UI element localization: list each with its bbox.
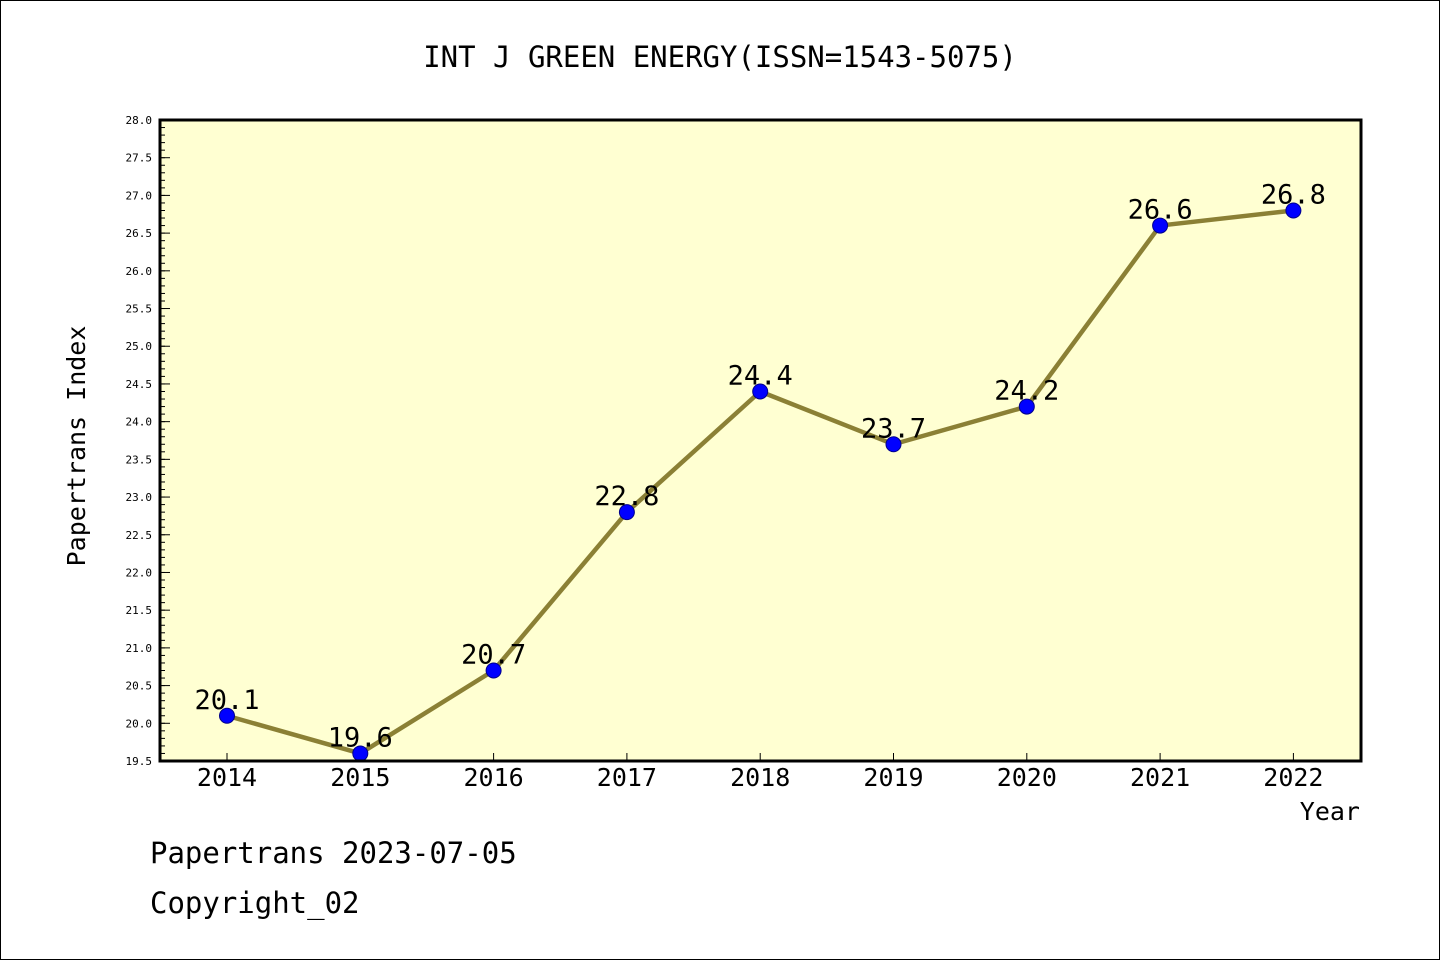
data-point (1152, 217, 1169, 234)
y-tick-label: 25.0 (126, 340, 153, 353)
data-point (1018, 398, 1035, 415)
y-tick-label: 20.0 (126, 717, 153, 730)
x-tick-label: 2017 (597, 763, 657, 792)
data-points (219, 202, 1302, 762)
y-tick-label: 26.0 (126, 265, 153, 278)
y-tick-label: 27.5 (126, 152, 153, 165)
x-tick-label: 2021 (1130, 763, 1190, 792)
y-tick-label: 20.5 (126, 680, 153, 693)
y-tick-label: 21.0 (126, 642, 153, 655)
plot-border (158, 118, 1363, 763)
x-axis-ticks: 2014 2015 2016 2017 2018 2019 2020 2021 2022 (197, 753, 1324, 792)
x-tick-label: 2018 (730, 763, 790, 792)
data-labels: 20.1 19.6 20.7 22.8 24.4 23.7 24.2 26.6 26.8 (194, 179, 1325, 753)
y-tick-label: 26.5 (126, 227, 153, 240)
y-tick-label: 23.5 (126, 453, 153, 466)
data-point (485, 662, 502, 679)
x-tick-label: 2019 (863, 763, 923, 792)
data-label: 23.7 (861, 413, 926, 444)
data-label: 22.8 (594, 481, 659, 512)
data-point (219, 707, 235, 724)
data-label: 20.7 (461, 640, 526, 671)
x-tick-label: 2020 (997, 763, 1057, 792)
y-tick-label: 22.0 (126, 566, 153, 579)
x-tick-label: 2014 (197, 763, 257, 792)
y-tick-label: 19.5 (126, 755, 153, 768)
y-tick-label: 25.5 (126, 303, 153, 316)
y-tick-label: 28.0 (126, 114, 153, 127)
data-label: 19.6 (328, 722, 393, 753)
y-axis-ticks: 19.5 20.0 20.5 21.0 21.5 22.0 22.5 23.0 23.5 24.0… (126, 114, 170, 768)
data-point (885, 436, 902, 453)
x-axis-label: Year (1300, 797, 1360, 826)
footer-date-label: Papertrans 2023-07-05 (150, 836, 517, 870)
y-axis-label: Papertrans Index (62, 326, 91, 567)
data-point (1285, 202, 1302, 219)
data-point (752, 383, 769, 400)
chart-title: INT J GREEN ENERGY(ISSN=1543-5075) (423, 40, 1017, 74)
x-tick-label: 2022 (1263, 763, 1323, 792)
data-label: 26.6 (1128, 195, 1193, 226)
data-label: 24.2 (994, 376, 1059, 407)
data-label: 26.8 (1261, 179, 1326, 210)
data-label: 20.1 (194, 685, 259, 716)
y-tick-label: 24.5 (126, 378, 153, 391)
y-tick-label: 27.0 (126, 189, 153, 202)
data-point (618, 504, 635, 521)
x-tick-label: 2015 (330, 763, 390, 792)
footer-copyright-label: Copyright_02 (150, 886, 360, 920)
y-tick-label: 24.0 (126, 416, 153, 429)
y-tick-label: 21.5 (126, 604, 153, 617)
x-tick-label: 2016 (463, 763, 523, 792)
y-tick-label: 22.5 (126, 529, 153, 542)
data-label: 24.4 (728, 360, 793, 391)
y-tick-label: 23.0 (126, 491, 153, 504)
